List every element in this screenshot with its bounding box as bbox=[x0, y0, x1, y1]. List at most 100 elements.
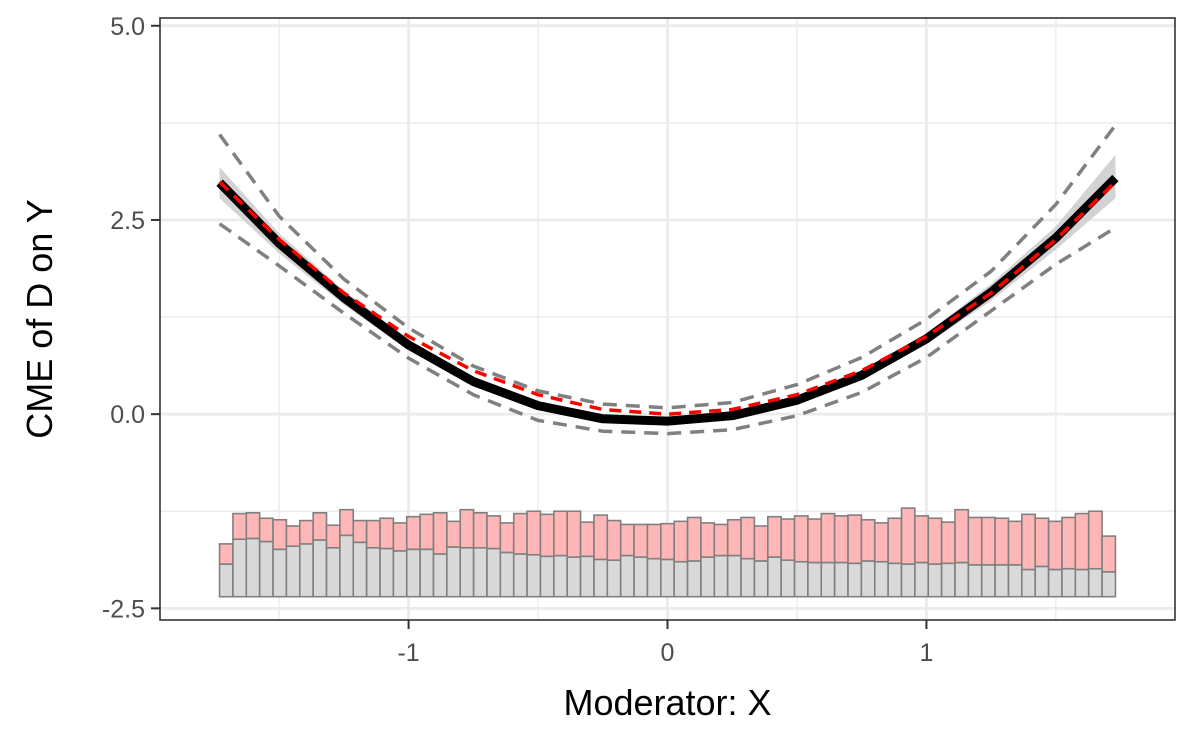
histogram-bar-treated bbox=[432, 512, 448, 555]
histogram-bar-control bbox=[392, 550, 408, 598]
histogram-bar-treated bbox=[633, 523, 649, 558]
histogram-bar-control bbox=[606, 559, 622, 598]
histogram-bar-control bbox=[673, 560, 689, 598]
histogram-bar-treated bbox=[740, 516, 756, 560]
histogram-bar-control bbox=[900, 563, 916, 598]
dashed-upper-bound bbox=[218, 124, 1117, 410]
histogram-bar-control bbox=[539, 555, 555, 598]
histogram-bar-control bbox=[726, 554, 742, 598]
histogram-bar-control bbox=[847, 562, 863, 598]
histogram-bar-treated bbox=[780, 518, 796, 561]
x-tick-label: -1 bbox=[397, 639, 419, 667]
histogram-bar-control bbox=[432, 553, 448, 598]
grid-major bbox=[160, 18, 1175, 620]
histogram-bar-control bbox=[405, 548, 421, 598]
histogram-bar-treated bbox=[1007, 520, 1023, 566]
histogram-bar-treated bbox=[365, 519, 381, 549]
histogram bbox=[218, 507, 1117, 598]
histogram-bar-treated bbox=[232, 512, 248, 541]
histogram-bar-treated bbox=[499, 522, 515, 554]
histogram-bar-control bbox=[780, 559, 796, 598]
x-tick-label: 1 bbox=[919, 639, 933, 667]
histogram-bar-control bbox=[860, 560, 876, 598]
histogram-bar-treated bbox=[619, 523, 635, 557]
histogram-bar-treated bbox=[1047, 520, 1063, 571]
histogram-bar-control bbox=[994, 564, 1010, 598]
histogram-bar-control bbox=[285, 545, 301, 598]
histogram-bar-control bbox=[593, 558, 609, 598]
histogram-bar-control bbox=[365, 546, 381, 598]
histogram-bar-treated bbox=[847, 514, 863, 565]
histogram-bar-treated bbox=[352, 519, 368, 544]
histogram-bar-control bbox=[419, 548, 435, 598]
histogram-bar-control bbox=[486, 547, 502, 598]
histogram-bar-treated bbox=[1034, 517, 1050, 568]
histogram-bar-control bbox=[633, 556, 649, 598]
histogram-bar-treated bbox=[472, 512, 488, 549]
histogram-bar-treated bbox=[218, 543, 234, 565]
histogram-bar-treated bbox=[1101, 535, 1117, 573]
histogram-bar-control bbox=[1074, 568, 1090, 598]
histogram-bar-treated bbox=[673, 520, 689, 563]
true-effect-line bbox=[218, 180, 1117, 416]
histogram-bar-control bbox=[1007, 564, 1023, 598]
histogram-bar-treated bbox=[753, 525, 769, 562]
histogram-bar-control bbox=[980, 564, 996, 598]
histogram-bar-control bbox=[1021, 568, 1037, 598]
histogram-bar-control bbox=[914, 561, 930, 598]
histogram-bar-control bbox=[1047, 568, 1063, 598]
histogram-bar-treated bbox=[873, 522, 889, 563]
histogram-bar-treated bbox=[419, 513, 435, 551]
histogram-bar-control bbox=[446, 546, 462, 598]
histogram-bar-treated bbox=[392, 522, 408, 552]
histogram-bar-control bbox=[1061, 567, 1077, 598]
histogram-bar-control bbox=[566, 556, 582, 598]
histogram-bar-treated bbox=[700, 522, 716, 558]
histogram-bar-control bbox=[339, 534, 355, 598]
histogram-bar-control bbox=[753, 560, 769, 598]
histogram-bar-treated bbox=[245, 512, 261, 540]
histogram-bar-control bbox=[766, 556, 782, 598]
histogram-bar-control bbox=[553, 554, 569, 598]
histogram-bar-treated bbox=[820, 512, 836, 564]
histogram-bar-treated bbox=[967, 516, 983, 566]
histogram-bar-control bbox=[272, 548, 288, 598]
x-axis: -1 0 1 bbox=[397, 620, 933, 667]
y-tick-label: 0.0 bbox=[110, 401, 145, 429]
y-axis: -2.5 0.0 2.5 5.0 bbox=[102, 13, 160, 623]
histogram-bar-treated bbox=[980, 516, 996, 566]
histogram-bar-treated bbox=[298, 519, 314, 545]
histogram-bar-treated bbox=[726, 518, 742, 557]
histogram-bar-treated bbox=[539, 513, 555, 558]
histogram-bar-control bbox=[459, 546, 475, 598]
histogram-bar-treated bbox=[646, 523, 662, 560]
histogram-bar-treated bbox=[887, 517, 903, 565]
histogram-bar-treated bbox=[579, 521, 595, 558]
y-axis-title: CME of D on Y bbox=[19, 199, 60, 438]
histogram-bar-treated bbox=[833, 515, 849, 564]
histogram-bar-control bbox=[660, 558, 675, 598]
histogram-bar-control bbox=[887, 562, 903, 598]
histogram-bar-treated bbox=[553, 510, 569, 557]
histogram-bar-treated bbox=[512, 512, 528, 555]
y-tick-label: -2.5 bbox=[102, 595, 145, 623]
histogram-bar-control bbox=[298, 543, 314, 598]
histogram-bar-control bbox=[1034, 565, 1050, 598]
histogram-bar-treated bbox=[1061, 516, 1077, 570]
histogram-bar-control bbox=[807, 561, 823, 598]
y-tick-label: 2.5 bbox=[110, 207, 145, 235]
histogram-bar-control bbox=[954, 561, 970, 598]
histogram-bar-control bbox=[579, 555, 595, 598]
histogram-bar-treated bbox=[606, 519, 622, 561]
histogram-bar-control bbox=[218, 563, 234, 598]
histogram-bar-treated bbox=[285, 525, 301, 548]
histogram-bar-control bbox=[512, 553, 528, 598]
histogram-bar-control bbox=[1101, 571, 1117, 598]
histogram-bar-control bbox=[619, 554, 635, 598]
histogram-bar-treated bbox=[766, 515, 782, 558]
histogram-bar-treated bbox=[312, 512, 328, 541]
histogram-bar-treated bbox=[713, 523, 729, 557]
histogram-bar-control bbox=[312, 539, 328, 598]
histogram-bar-control bbox=[499, 551, 515, 598]
x-tick-label: 0 bbox=[661, 639, 675, 667]
